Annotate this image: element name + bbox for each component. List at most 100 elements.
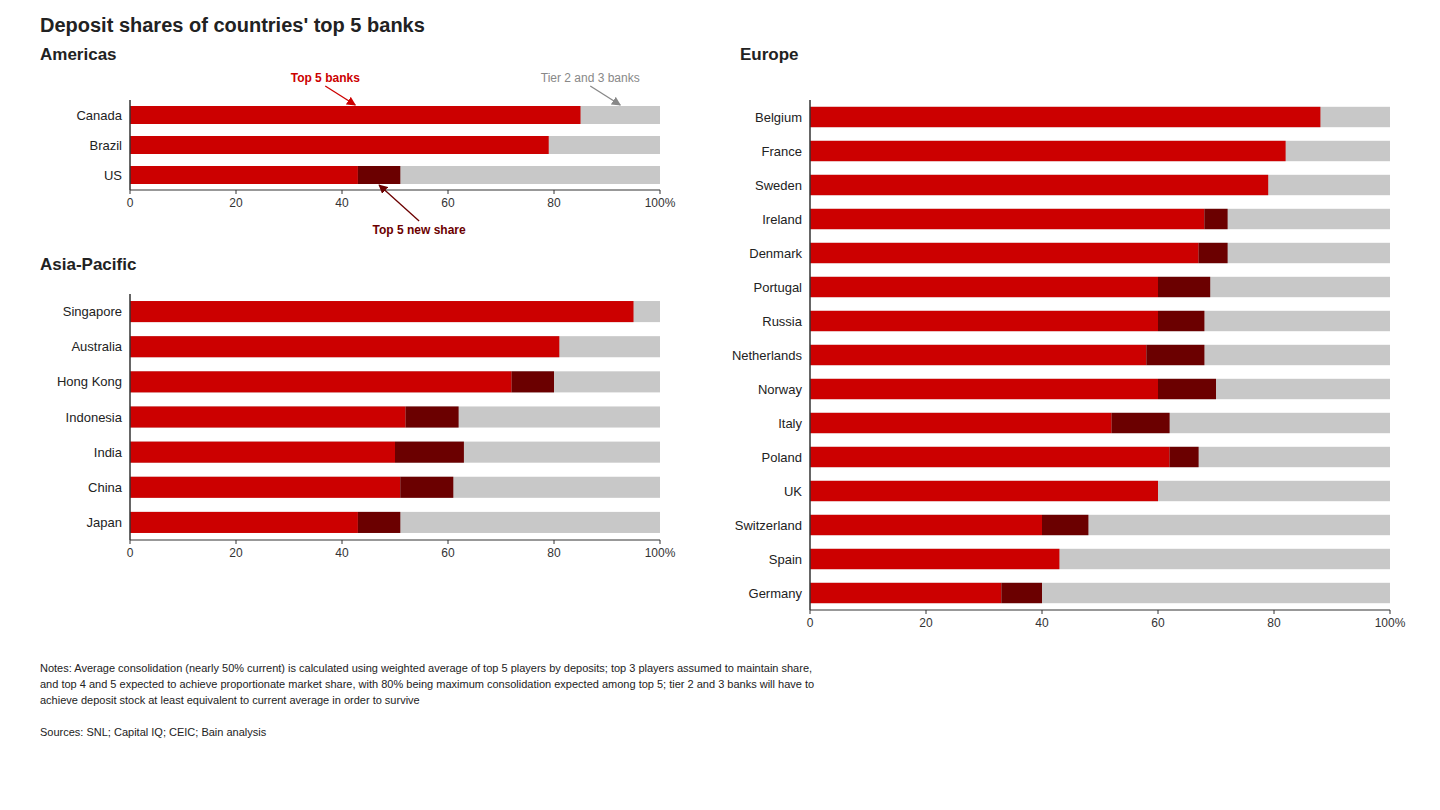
x-tick — [810, 610, 811, 614]
background-bar — [810, 549, 1390, 569]
category-label: Switzerland — [735, 518, 802, 533]
bar-segment — [130, 512, 358, 533]
background-bar — [130, 442, 660, 463]
bar-segment — [810, 379, 1158, 399]
note: Notes: Average consolidation (nearly 50%… — [40, 662, 812, 674]
bar-segment — [1158, 379, 1216, 399]
bar-segment — [810, 209, 1204, 229]
category-label: India — [94, 445, 123, 460]
title: Deposit shares of countries' top 5 banks — [40, 14, 425, 36]
background-bar — [130, 371, 660, 392]
bar-segment — [1320, 107, 1321, 127]
category-label: Russia — [762, 314, 803, 329]
background-bar — [810, 277, 1390, 297]
background-bar — [130, 336, 660, 357]
bar-segment — [1268, 175, 1269, 195]
bar-segment — [810, 175, 1268, 195]
bars — [810, 107, 1390, 603]
bar-segment — [1158, 481, 1159, 501]
category-label: Sweden — [755, 178, 802, 193]
bar-segment — [130, 371, 512, 392]
category-label: Ireland — [762, 212, 802, 227]
x-tick-label: 0 — [807, 616, 814, 630]
note: and top 4 and 5 expected to achieve prop… — [40, 678, 814, 690]
panel-title: Americas — [40, 45, 117, 64]
x-axis-line — [130, 540, 660, 541]
x-axis-line — [130, 190, 660, 191]
x-tick-label: 0 — [127, 546, 134, 560]
bar-segment — [130, 406, 406, 427]
x-tick-label: 40 — [335, 546, 349, 560]
y-axis-line — [809, 100, 811, 610]
x-tick — [342, 190, 343, 194]
chart-canvas: Deposit shares of countries' top 5 banks… — [0, 0, 1440, 810]
bar-segment — [512, 371, 554, 392]
x-tick-label: 60 — [441, 196, 455, 210]
bar-segment — [1146, 345, 1204, 365]
category-label: Hong Kong — [57, 374, 122, 389]
bar-segment — [130, 136, 549, 154]
bar-segment — [358, 512, 400, 533]
background-bar — [810, 175, 1390, 195]
x-tick — [660, 190, 661, 194]
x-tick-label: 100% — [645, 546, 676, 560]
bar-segment — [580, 106, 581, 124]
bar-segment — [1199, 243, 1228, 263]
bar-segment — [1001, 583, 1042, 603]
x-tick — [554, 540, 555, 544]
background-bar — [810, 141, 1390, 161]
bar-segment — [130, 477, 400, 498]
background-bar — [810, 447, 1390, 467]
bar-segment — [130, 301, 634, 322]
category-label: Indonesia — [66, 410, 123, 425]
bar-segment — [810, 243, 1199, 263]
background-bar — [130, 106, 660, 124]
background-bar — [810, 515, 1390, 535]
category-label: Japan — [87, 515, 122, 530]
bar-segment — [810, 277, 1158, 297]
x-tick — [660, 540, 661, 544]
background-bar — [810, 345, 1390, 365]
x-tick-label: 80 — [547, 546, 561, 560]
bar-segment — [633, 301, 634, 322]
bar-segment — [810, 447, 1170, 467]
background-bar — [130, 477, 660, 498]
annotation: Top 5 banks — [291, 71, 360, 85]
x-tick — [342, 540, 343, 544]
x-tick — [448, 540, 449, 544]
x-tick — [1042, 610, 1043, 614]
bar-segment — [406, 406, 459, 427]
category-label: Belgium — [755, 110, 802, 125]
bar-segment — [559, 336, 560, 357]
category-label: Denmark — [749, 246, 802, 261]
bar-segment — [810, 107, 1320, 127]
background-bar — [130, 166, 660, 184]
bars — [130, 106, 660, 184]
bar-segment — [1170, 447, 1199, 467]
bar-segment — [810, 481, 1158, 501]
bar-segment — [130, 166, 358, 184]
background-bar — [130, 301, 660, 322]
x-tick — [1158, 610, 1159, 614]
background-bar — [810, 413, 1390, 433]
x-tick-label: 60 — [1151, 616, 1165, 630]
y-axis-line — [129, 100, 131, 190]
x-tick-label: 40 — [335, 196, 349, 210]
x-tick — [926, 610, 927, 614]
bar-segment — [810, 549, 1059, 569]
background-bar — [810, 243, 1390, 263]
note: achieve deposit stock at least equivalen… — [40, 694, 420, 706]
x-tick-label: 20 — [919, 616, 933, 630]
y-axis-line — [129, 294, 131, 540]
x-tick-label: 80 — [1267, 616, 1281, 630]
bar-segment — [1042, 515, 1088, 535]
category-label: Germany — [749, 586, 803, 601]
category-label: Brazil — [89, 138, 122, 153]
x-tick — [130, 540, 131, 544]
x-tick-label: 100% — [1375, 616, 1406, 630]
x-tick — [236, 540, 237, 544]
x-tick-label: 0 — [127, 196, 134, 210]
bar-segment — [1285, 141, 1286, 161]
bar-segment — [130, 106, 581, 124]
panel-title: Asia-Pacific — [40, 255, 136, 274]
